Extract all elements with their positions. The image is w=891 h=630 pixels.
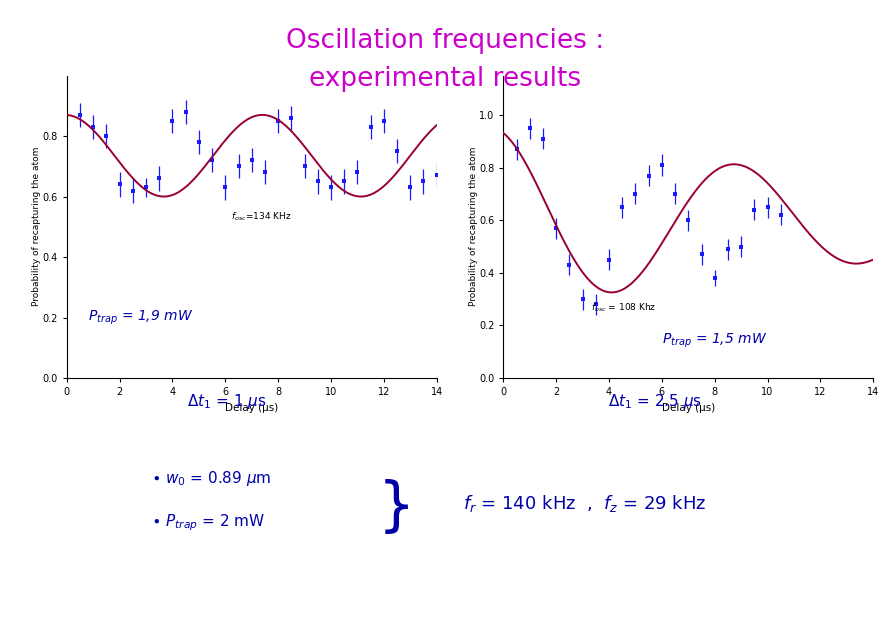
Text: $\bullet$ $w_0$ = 0.89 $\mu$m: $\bullet$ $w_0$ = 0.89 $\mu$m xyxy=(151,469,272,488)
Text: experimental results: experimental results xyxy=(309,66,582,92)
Text: $\bullet$ $P_{trap}$ = 2 mW: $\bullet$ $P_{trap}$ = 2 mW xyxy=(151,513,266,533)
Text: $f_{osc}$=134 KHz: $f_{osc}$=134 KHz xyxy=(231,210,291,223)
X-axis label: Delay (μs): Delay (μs) xyxy=(662,403,715,413)
Y-axis label: Probability of recapturing the atom: Probability of recapturing the atom xyxy=(32,147,41,306)
Text: }: } xyxy=(378,479,415,536)
Text: $f_{osc}$ = 108 Khz: $f_{osc}$ = 108 Khz xyxy=(591,302,656,314)
Text: Oscillation frequencies :: Oscillation frequencies : xyxy=(286,28,605,54)
Text: $f_r$ = 140 kHz  ,  $f_z$ = 29 kHz: $f_r$ = 140 kHz , $f_z$ = 29 kHz xyxy=(463,493,707,515)
Text: $\Delta t_1$ = 1 $\mu$s: $\Delta t_1$ = 1 $\mu$s xyxy=(187,392,267,411)
Text: $\Delta t_1$ = 2.5 $\mu$s: $\Delta t_1$ = 2.5 $\mu$s xyxy=(608,392,702,411)
X-axis label: Delay (μs): Delay (μs) xyxy=(225,403,278,413)
Text: $P_{trap}$ = 1,9 mW: $P_{trap}$ = 1,9 mW xyxy=(88,309,193,327)
Text: $P_{trap}$ = 1,5 mW: $P_{trap}$ = 1,5 mW xyxy=(662,332,767,350)
Y-axis label: Probability of recapturing the atom: Probability of recapturing the atom xyxy=(469,147,478,306)
